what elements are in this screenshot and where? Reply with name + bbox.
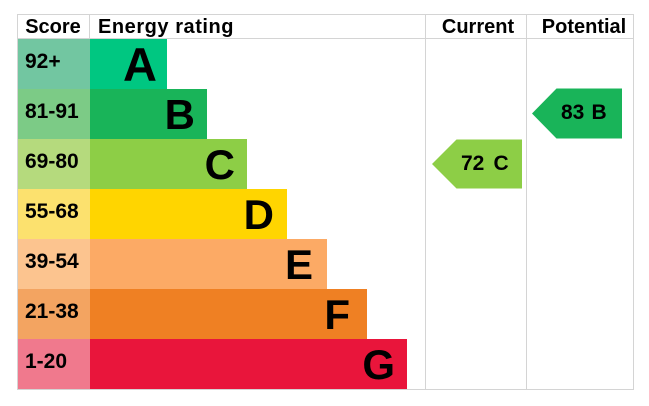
svg-text:83: 83 <box>561 101 584 124</box>
svg-text:C: C <box>494 152 509 175</box>
svg-text:B: B <box>592 101 607 124</box>
svg-text:72: 72 <box>461 152 484 175</box>
